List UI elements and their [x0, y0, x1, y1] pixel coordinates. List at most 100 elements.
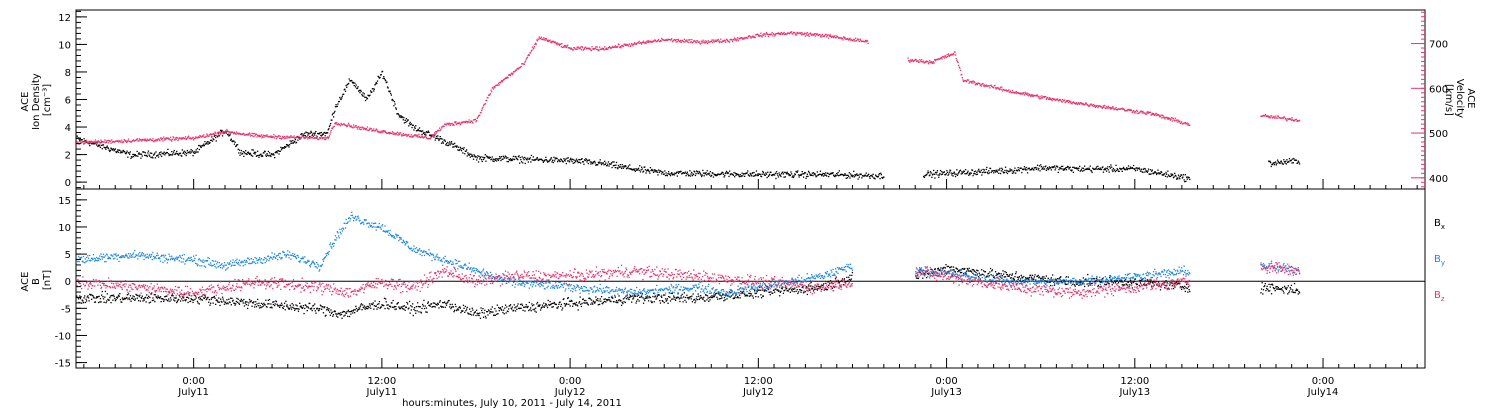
- velocity-point: [466, 122, 468, 124]
- velocity-point: [492, 88, 495, 90]
- density-point: [526, 159, 528, 161]
- density-point: [160, 151, 162, 153]
- density-point: [594, 162, 596, 164]
- bx-point: [243, 305, 246, 307]
- velocity-point: [219, 132, 221, 134]
- velocity-point: [86, 142, 88, 144]
- bx-point: [293, 307, 295, 309]
- density-point: [1165, 171, 1167, 174]
- velocity-point: [583, 47, 586, 50]
- bx-point: [460, 310, 463, 312]
- density-point: [134, 154, 136, 156]
- bx-point: [746, 294, 748, 296]
- density-point: [1268, 160, 1270, 162]
- density-point: [616, 167, 618, 169]
- velocity-point: [449, 124, 451, 126]
- density-point: [119, 149, 121, 151]
- velocity-point: [859, 38, 861, 40]
- velocity-point: [1028, 95, 1030, 97]
- velocity-point: [233, 133, 235, 135]
- density-point: [494, 158, 496, 161]
- bx-point: [577, 305, 579, 307]
- density-point: [1121, 168, 1123, 170]
- density-point: [1137, 167, 1140, 170]
- density-point: [382, 77, 384, 80]
- density-point: [1040, 166, 1042, 168]
- velocity-point: [921, 59, 923, 61]
- density-point: [438, 139, 440, 142]
- density-point: [967, 170, 969, 172]
- velocity-point: [196, 136, 198, 138]
- density-point: [978, 168, 980, 170]
- bx-point: [76, 295, 78, 297]
- bx-point: [378, 303, 380, 305]
- velocity-point: [751, 36, 753, 38]
- bx-point: [533, 308, 535, 310]
- bx-point: [139, 294, 141, 296]
- density-point: [724, 175, 726, 177]
- density-axis-title: ACE Ion Density [cm⁻³]: [20, 70, 53, 130]
- velocity-point: [854, 40, 856, 42]
- velocity-point: [218, 131, 220, 133]
- velocity-point: [1272, 117, 1274, 119]
- velocity-point: [436, 131, 438, 133]
- bx-point: [760, 294, 762, 296]
- velocity-point: [534, 43, 536, 45]
- density-point: [938, 176, 940, 178]
- velocity-point: [112, 140, 115, 143]
- density-point: [1125, 168, 1127, 170]
- velocity-point: [572, 49, 574, 51]
- density-point: [1132, 164, 1135, 167]
- velocity-point: [980, 85, 982, 87]
- density-point: [491, 156, 493, 158]
- velocity-point: [800, 32, 802, 34]
- velocity-point: [688, 41, 690, 44]
- density-point: [1096, 168, 1098, 170]
- density-point: [735, 174, 737, 176]
- bx-point: [786, 288, 788, 290]
- bx-point: [404, 309, 406, 311]
- density-point: [1082, 167, 1084, 169]
- density-point: [999, 172, 1002, 175]
- velocity-point: [640, 42, 642, 44]
- density-point: [1056, 165, 1058, 167]
- velocity-point: [389, 132, 391, 134]
- velocity-point: [849, 37, 851, 39]
- velocity-point: [153, 140, 155, 143]
- density-point: [1077, 167, 1079, 169]
- velocity-point: [250, 135, 252, 137]
- velocity-point: [1276, 117, 1278, 119]
- density-point: [215, 136, 217, 139]
- bx-point: [633, 295, 635, 297]
- velocity-point: [565, 45, 567, 47]
- velocity-point: [476, 117, 478, 119]
- density-point: [512, 155, 515, 158]
- density-point: [574, 160, 576, 162]
- bx-point: [556, 307, 559, 309]
- velocity-point: [418, 133, 420, 136]
- density-point: [1126, 167, 1128, 169]
- velocity-point: [252, 135, 254, 137]
- velocity-point: [584, 46, 586, 49]
- bx-point: [129, 295, 132, 297]
- bx-point: [304, 307, 306, 310]
- density-point: [215, 140, 217, 142]
- density-point: [769, 173, 771, 175]
- velocity-point: [542, 39, 544, 41]
- density-point: [420, 130, 423, 133]
- bx-point: [586, 302, 588, 304]
- bx-point: [245, 303, 247, 306]
- density-point: [473, 154, 475, 156]
- density-point: [875, 174, 877, 176]
- velocity-point: [511, 73, 514, 76]
- density-point: [253, 152, 255, 155]
- density-point: [969, 173, 971, 176]
- bx-point: [248, 298, 251, 301]
- velocity-point: [567, 44, 569, 46]
- density-point: [194, 152, 197, 154]
- density-point: [481, 159, 483, 161]
- velocity-point: [943, 57, 946, 59]
- bx-point: [605, 301, 607, 303]
- bx-point: [731, 290, 733, 292]
- velocity-point: [1267, 115, 1270, 117]
